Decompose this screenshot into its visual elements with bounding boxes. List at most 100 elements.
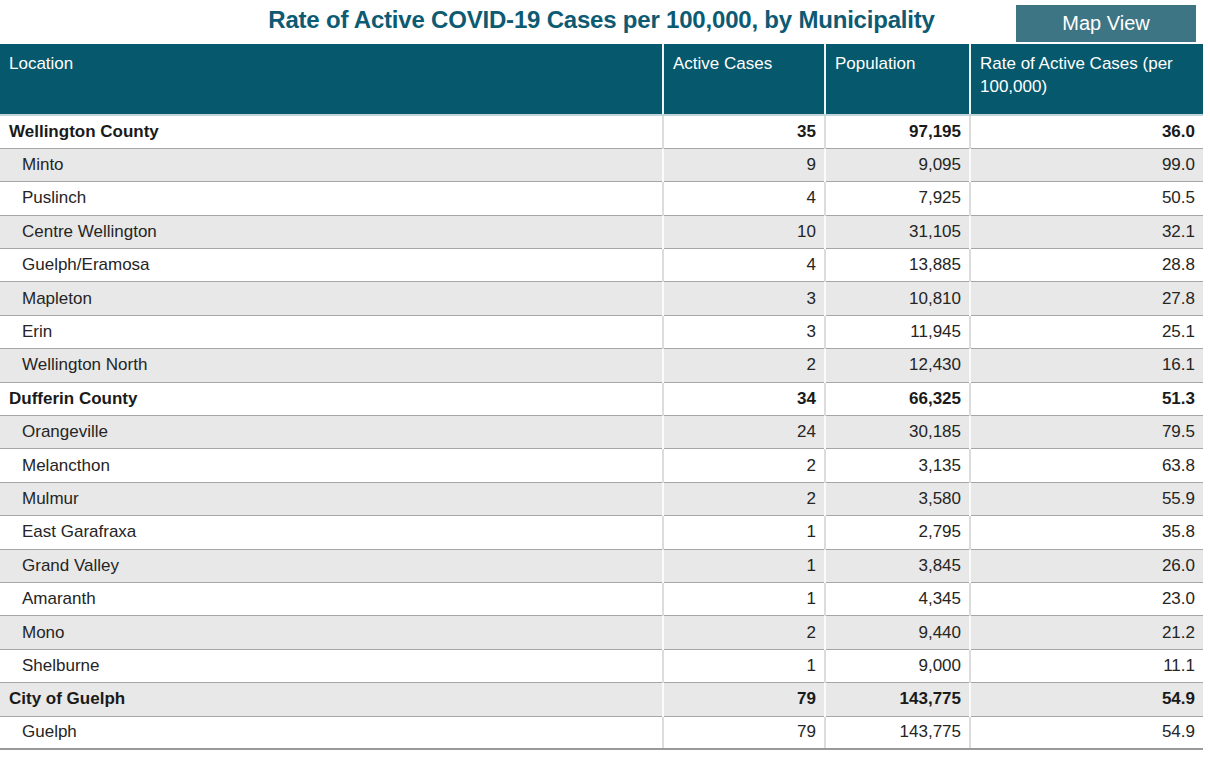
rate-cell: 25.1 bbox=[970, 315, 1203, 348]
table-row[interactable]: Erin311,94525.1 bbox=[0, 315, 1203, 348]
summary-row[interactable]: Dufferin County3466,32551.3 bbox=[0, 382, 1203, 415]
location-cell: Guelph/Eramosa bbox=[0, 249, 663, 282]
population-cell: 12,430 bbox=[825, 349, 970, 382]
header-row: Location Active Cases Population Rate of… bbox=[0, 44, 1203, 115]
location-cell: Shelburne bbox=[0, 649, 663, 682]
rate-cell: 99.0 bbox=[970, 148, 1203, 181]
table-row[interactable]: Amaranth14,34523.0 bbox=[0, 582, 1203, 615]
active-cases-cell: 2 bbox=[663, 349, 825, 382]
map-view-button[interactable]: Map View bbox=[1016, 5, 1196, 42]
rate-cell: 51.3 bbox=[970, 382, 1203, 415]
location-cell: Dufferin County bbox=[0, 382, 663, 415]
population-cell: 2,795 bbox=[825, 516, 970, 549]
location-cell: Puslinch bbox=[0, 182, 663, 215]
rate-cell: 35.8 bbox=[970, 516, 1203, 549]
population-cell: 4,345 bbox=[825, 582, 970, 615]
location-cell: Erin bbox=[0, 315, 663, 348]
active-cases-cell: 1 bbox=[663, 549, 825, 582]
active-cases-cell: 4 bbox=[663, 182, 825, 215]
population-cell: 3,845 bbox=[825, 549, 970, 582]
active-cases-cell: 1 bbox=[663, 649, 825, 682]
active-cases-cell: 4 bbox=[663, 249, 825, 282]
data-table: Location Active Cases Population Rate of… bbox=[0, 44, 1203, 750]
active-cases-cell: 35 bbox=[663, 115, 825, 148]
population-cell: 3,580 bbox=[825, 482, 970, 515]
rate-cell: 11.1 bbox=[970, 649, 1203, 682]
active-cases-cell: 79 bbox=[663, 716, 825, 749]
table-row[interactable]: Puslinch47,92550.5 bbox=[0, 182, 1203, 215]
table-row[interactable]: East Garafraxa12,79535.8 bbox=[0, 516, 1203, 549]
location-cell: Minto bbox=[0, 148, 663, 181]
location-cell: Wellington County bbox=[0, 115, 663, 148]
population-cell: 97,195 bbox=[825, 115, 970, 148]
rate-cell: 26.0 bbox=[970, 549, 1203, 582]
population-cell: 30,185 bbox=[825, 416, 970, 449]
active-cases-cell: 24 bbox=[663, 416, 825, 449]
active-cases-cell: 2 bbox=[663, 616, 825, 649]
active-cases-cell: 10 bbox=[663, 215, 825, 248]
location-cell: Mulmur bbox=[0, 482, 663, 515]
summary-row[interactable]: Wellington County3597,19536.0 bbox=[0, 115, 1203, 148]
location-cell: Mono bbox=[0, 616, 663, 649]
table-row[interactable]: Grand Valley13,84526.0 bbox=[0, 549, 1203, 582]
active-cases-cell: 2 bbox=[663, 449, 825, 482]
summary-row[interactable]: City of Guelph79143,77554.9 bbox=[0, 683, 1203, 716]
population-cell: 9,095 bbox=[825, 148, 970, 181]
rate-cell: 55.9 bbox=[970, 482, 1203, 515]
rate-cell: 63.8 bbox=[970, 449, 1203, 482]
table-row[interactable]: Guelph79143,77554.9 bbox=[0, 716, 1203, 749]
rate-cell: 36.0 bbox=[970, 115, 1203, 148]
rate-cell: 16.1 bbox=[970, 349, 1203, 382]
location-cell: Amaranth bbox=[0, 582, 663, 615]
population-cell: 13,885 bbox=[825, 249, 970, 282]
active-cases-cell: 1 bbox=[663, 516, 825, 549]
table-row[interactable]: Mono29,44021.2 bbox=[0, 616, 1203, 649]
table-row[interactable]: Shelburne19,00011.1 bbox=[0, 649, 1203, 682]
col-header-active-cases[interactable]: Active Cases bbox=[663, 44, 825, 115]
population-cell: 9,000 bbox=[825, 649, 970, 682]
location-cell: Guelph bbox=[0, 716, 663, 749]
table-row[interactable]: Centre Wellington1031,10532.1 bbox=[0, 215, 1203, 248]
rate-cell: 54.9 bbox=[970, 683, 1203, 716]
population-cell: 3,135 bbox=[825, 449, 970, 482]
table-row[interactable]: Mulmur23,58055.9 bbox=[0, 482, 1203, 515]
table-row[interactable]: Mapleton310,81027.8 bbox=[0, 282, 1203, 315]
table-row[interactable]: Orangeville2430,18579.5 bbox=[0, 416, 1203, 449]
rate-cell: 28.8 bbox=[970, 249, 1203, 282]
col-header-location[interactable]: Location bbox=[0, 44, 663, 115]
location-cell: Grand Valley bbox=[0, 549, 663, 582]
table-body: Wellington County3597,19536.0Minto99,095… bbox=[0, 115, 1203, 749]
active-cases-cell: 2 bbox=[663, 482, 825, 515]
rate-cell: 32.1 bbox=[970, 215, 1203, 248]
location-cell: City of Guelph bbox=[0, 683, 663, 716]
population-cell: 143,775 bbox=[825, 683, 970, 716]
location-cell: East Garafraxa bbox=[0, 516, 663, 549]
rate-cell: 54.9 bbox=[970, 716, 1203, 749]
location-cell: Centre Wellington bbox=[0, 215, 663, 248]
population-cell: 9,440 bbox=[825, 616, 970, 649]
location-cell: Mapleton bbox=[0, 282, 663, 315]
location-cell: Orangeville bbox=[0, 416, 663, 449]
population-cell: 31,105 bbox=[825, 215, 970, 248]
population-cell: 66,325 bbox=[825, 382, 970, 415]
active-cases-cell: 3 bbox=[663, 315, 825, 348]
page: Rate of Active COVID-19 Cases per 100,00… bbox=[0, 0, 1210, 762]
col-header-rate[interactable]: Rate of Active Cases (per 100,000) bbox=[970, 44, 1203, 115]
rate-cell: 27.8 bbox=[970, 282, 1203, 315]
rate-cell: 79.5 bbox=[970, 416, 1203, 449]
population-cell: 143,775 bbox=[825, 716, 970, 749]
rate-cell: 23.0 bbox=[970, 582, 1203, 615]
table-row[interactable]: Guelph/Eramosa413,88528.8 bbox=[0, 249, 1203, 282]
table-row[interactable]: Wellington North212,43016.1 bbox=[0, 349, 1203, 382]
table-row[interactable]: Melancthon23,13563.8 bbox=[0, 449, 1203, 482]
table-row[interactable]: Minto99,09599.0 bbox=[0, 148, 1203, 181]
location-cell: Melancthon bbox=[0, 449, 663, 482]
location-cell: Wellington North bbox=[0, 349, 663, 382]
rate-cell: 21.2 bbox=[970, 616, 1203, 649]
active-cases-cell: 79 bbox=[663, 683, 825, 716]
title-bar: Rate of Active COVID-19 Cases per 100,00… bbox=[0, 0, 1203, 44]
active-cases-cell: 3 bbox=[663, 282, 825, 315]
rate-cell: 50.5 bbox=[970, 182, 1203, 215]
col-header-population[interactable]: Population bbox=[825, 44, 970, 115]
population-cell: 10,810 bbox=[825, 282, 970, 315]
